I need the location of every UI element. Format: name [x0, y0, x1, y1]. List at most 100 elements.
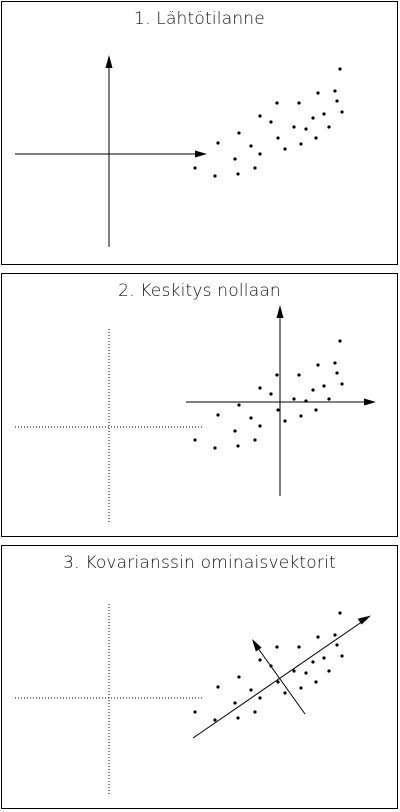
- data-points: [193, 339, 343, 449]
- data-point: [269, 664, 272, 667]
- data-point: [236, 172, 239, 175]
- centered-axes: [186, 305, 376, 496]
- data-point: [258, 152, 261, 155]
- data-points: [193, 611, 343, 721]
- data-point: [275, 645, 278, 648]
- original-axes-dotted: [15, 329, 202, 522]
- data-point: [276, 136, 279, 139]
- data-point: [237, 403, 240, 406]
- data-point: [333, 89, 336, 92]
- secondary-eigenvector-arrowhead: [252, 639, 262, 652]
- data-point: [311, 388, 314, 391]
- data-point: [283, 147, 286, 150]
- data-point: [340, 110, 343, 113]
- data-point: [193, 710, 196, 713]
- data-point: [335, 643, 338, 646]
- data-point: [338, 339, 341, 342]
- data-point: [236, 716, 239, 719]
- data-point: [292, 669, 295, 672]
- data-point: [335, 99, 338, 102]
- data-point: [237, 131, 240, 134]
- data-point: [314, 136, 317, 139]
- data-point: [311, 116, 314, 119]
- data-point: [340, 654, 343, 657]
- x-axis-arrowhead: [195, 151, 207, 158]
- data-point: [253, 438, 256, 441]
- data-point: [311, 660, 314, 663]
- data-point: [297, 373, 300, 376]
- data-point: [213, 174, 216, 177]
- data-point: [276, 680, 279, 683]
- data-point: [236, 444, 239, 447]
- data-point: [292, 397, 295, 400]
- data-point: [304, 671, 307, 674]
- data-points: [193, 67, 343, 177]
- scatter-figure-centered: [2, 274, 397, 536]
- data-point: [269, 120, 272, 123]
- data-point: [299, 686, 302, 689]
- eigenvector-axes: [193, 616, 371, 739]
- data-point: [283, 419, 286, 422]
- data-point: [333, 633, 336, 636]
- data-point: [297, 101, 300, 104]
- scatter-figure-eigenvectors: [2, 546, 397, 808]
- data-point: [304, 127, 307, 130]
- scatter-figure-initial: [2, 2, 397, 264]
- data-point: [316, 91, 319, 94]
- data-point: [314, 408, 317, 411]
- panel-covariance-eigenvectors: 3. Kovarianssin ominaisvektorit: [1, 545, 398, 809]
- y-axis-arrowhead: [106, 55, 113, 68]
- data-point: [333, 361, 336, 364]
- data-point: [276, 408, 279, 411]
- data-point: [233, 701, 236, 704]
- data-point: [322, 384, 325, 387]
- data-point: [216, 413, 219, 416]
- data-point: [249, 144, 252, 147]
- data-point: [340, 382, 343, 385]
- data-point: [327, 669, 330, 672]
- data-point: [233, 157, 236, 160]
- data-point: [269, 392, 272, 395]
- data-point: [304, 399, 307, 402]
- data-point: [275, 373, 278, 376]
- data-point: [213, 446, 216, 449]
- data-point: [299, 142, 302, 145]
- original-axes: [15, 55, 207, 247]
- data-point: [258, 424, 261, 427]
- data-point: [233, 429, 236, 432]
- data-point: [253, 710, 256, 713]
- data-point: [216, 685, 219, 688]
- data-point: [327, 397, 330, 400]
- data-point: [237, 675, 240, 678]
- data-point: [297, 645, 300, 648]
- data-point: [258, 386, 261, 389]
- data-point: [316, 635, 319, 638]
- data-point: [258, 696, 261, 699]
- data-point: [314, 680, 317, 683]
- original-axes-dotted: [15, 604, 202, 794]
- panel-initial-state: 1. Lähtötilanne: [1, 1, 398, 265]
- data-point: [327, 125, 330, 128]
- data-point: [299, 414, 302, 417]
- data-point: [275, 101, 278, 104]
- data-point: [249, 416, 252, 419]
- data-point: [316, 363, 319, 366]
- data-point: [216, 141, 219, 144]
- data-point: [322, 656, 325, 659]
- data-point: [283, 691, 286, 694]
- data-point: [322, 112, 325, 115]
- data-point: [338, 67, 341, 70]
- y-axis-arrowhead: [277, 305, 284, 318]
- data-point: [249, 688, 252, 691]
- data-point: [193, 438, 196, 441]
- data-point: [213, 718, 216, 721]
- panel-centering: 2. Keskitys nollaan: [1, 273, 398, 537]
- data-point: [193, 166, 196, 169]
- data-point: [338, 611, 341, 614]
- x-axis-arrowhead: [364, 399, 376, 406]
- data-point: [292, 125, 295, 128]
- data-point: [258, 658, 261, 661]
- secondary-eigenvector: [255, 644, 305, 714]
- data-point: [335, 371, 338, 374]
- data-point: [253, 166, 256, 169]
